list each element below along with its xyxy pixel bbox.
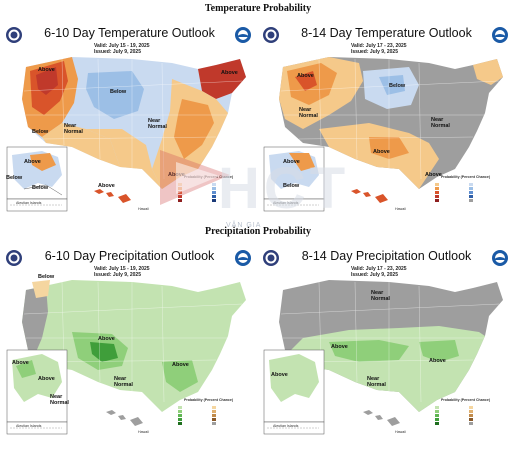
valid-issued: Valid: July 15 - 19, 2025 Issued: July 9… bbox=[94, 43, 150, 55]
precipitation-map-8-14 bbox=[259, 242, 513, 446]
hawaii-label: Hawaii bbox=[395, 430, 406, 434]
region-label: Above bbox=[98, 336, 115, 342]
temperature-map-6-10 bbox=[2, 19, 256, 223]
region-label: Below bbox=[6, 175, 23, 181]
legend-title: Probability (Percent Chance) bbox=[441, 398, 491, 402]
hawaii-label: Hawaii bbox=[395, 207, 406, 211]
region-label: Near Normal bbox=[50, 394, 69, 406]
region-label: Near Normal bbox=[367, 376, 386, 388]
legend-title: Probability (Percent Chance) bbox=[184, 398, 234, 402]
hawaii-label: Hawaii bbox=[138, 207, 149, 211]
valid-issued: Valid: July 17 - 23, 2025 Issued: July 9… bbox=[351, 266, 407, 278]
precipitation-map-6-10 bbox=[2, 242, 256, 446]
region-label: Near Normal bbox=[114, 376, 133, 388]
region-label: Above bbox=[38, 376, 55, 382]
region-label: Below bbox=[32, 185, 49, 191]
aleutian-label: Aleutian Islands bbox=[273, 424, 299, 428]
valid-issued: Valid: July 17 - 23, 2025 Issued: July 9… bbox=[351, 43, 407, 55]
region-label: Above bbox=[24, 159, 41, 165]
issued-date: Issued: July 9, 2025 bbox=[351, 272, 398, 278]
region-label: Above bbox=[331, 344, 348, 350]
panel-6-10-temperature: 6-10 Day Temperature Outlook Valid: July… bbox=[2, 19, 256, 223]
temperature-heading: Temperature Probability bbox=[204, 3, 312, 14]
region-label: Near Normal bbox=[64, 123, 83, 135]
region-label: Below bbox=[283, 183, 300, 189]
valid-date: Valid: July 17 - 23, 2025 bbox=[351, 43, 407, 49]
valid-date: Valid: July 15 - 19, 2025 bbox=[94, 266, 150, 272]
panel-title: 6-10 Day Temperature Outlook bbox=[44, 26, 215, 40]
region-label: Above bbox=[221, 70, 238, 76]
panel-8-14-precipitation: 8-14 Day Precipitation Outlook Valid: Ju… bbox=[259, 242, 513, 446]
temperature-map-8-14 bbox=[259, 19, 513, 223]
legend-title: Probability (Percent Chance) bbox=[184, 175, 234, 179]
region-label: Near Normal bbox=[299, 107, 318, 119]
region-label: Above bbox=[38, 67, 55, 73]
region-label: Near Normal bbox=[371, 290, 390, 302]
issued-date: Issued: July 9, 2025 bbox=[351, 49, 398, 55]
region-label: Above bbox=[172, 362, 189, 368]
aleutian-label: Aleutian Islands bbox=[273, 201, 299, 205]
panel-8-14-temperature: 8-14 Day Temperature Outlook Valid: July… bbox=[259, 19, 513, 223]
issued-date: Issued: July 9, 2025 bbox=[94, 272, 141, 278]
hawaii-label: Hawaii bbox=[138, 430, 149, 434]
region-label: Near Normal bbox=[148, 118, 167, 130]
aleutian-label: Aleutian Islands bbox=[16, 424, 42, 428]
region-label: Near Normal bbox=[431, 117, 450, 129]
legend-title: Probability (Percent Chance) bbox=[441, 175, 491, 179]
valid-issued: Valid: July 15 - 19, 2025 Issued: July 9… bbox=[94, 266, 150, 278]
region-label: Above bbox=[168, 172, 185, 178]
region-label: Below bbox=[38, 274, 55, 280]
panel-title: 8-14 Day Temperature Outlook bbox=[301, 26, 472, 40]
region-label: Above bbox=[425, 172, 442, 178]
region-label: Above bbox=[271, 372, 288, 378]
region-label: Above bbox=[297, 73, 314, 79]
region-label: Below bbox=[32, 129, 49, 135]
region-label: Below bbox=[389, 83, 406, 89]
aleutian-label: Aleutian Islands bbox=[16, 201, 42, 205]
region-label: Above bbox=[373, 149, 390, 155]
region-label: Above bbox=[12, 360, 29, 366]
region-label: Below bbox=[110, 89, 127, 95]
precipitation-heading: Precipitation Probability bbox=[204, 226, 311, 237]
region-label: Above bbox=[429, 358, 446, 364]
valid-date: Valid: July 15 - 19, 2025 bbox=[94, 43, 150, 49]
panel-title: 6-10 Day Precipitation Outlook bbox=[44, 249, 215, 263]
valid-date: Valid: July 17 - 23, 2025 bbox=[351, 266, 407, 272]
panel-title: 8-14 Day Precipitation Outlook bbox=[301, 249, 472, 263]
region-label: Above bbox=[98, 183, 115, 189]
region-label: Above bbox=[283, 159, 300, 165]
issued-date: Issued: July 9, 2025 bbox=[94, 49, 141, 55]
panel-6-10-precipitation: 6-10 Day Precipitation Outlook Valid: Ju… bbox=[2, 242, 256, 446]
